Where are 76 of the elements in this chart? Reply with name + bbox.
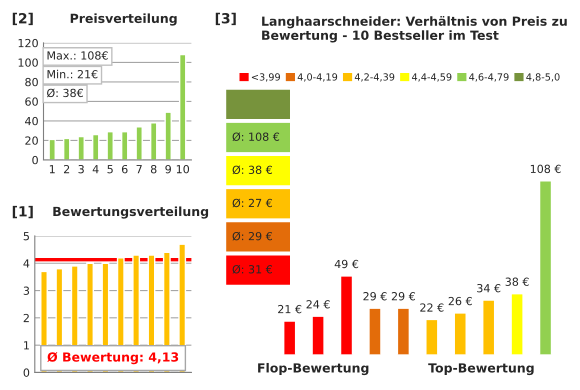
x-tick-label: 7	[136, 165, 142, 174]
text: [2]	[12, 12, 33, 26]
legend-label: 4,6-4,79	[469, 73, 509, 82]
bar	[368, 307, 382, 355]
legend-label: 4,8-5,0	[526, 73, 560, 82]
bar	[510, 292, 524, 355]
data-label: 49 €	[334, 260, 358, 268]
text: [3]	[216, 12, 236, 26]
y-tick-label: 0	[24, 368, 30, 377]
legend-label: 4,4-4,59	[412, 73, 452, 82]
text: [1]	[12, 206, 33, 218]
y-tick-label: 2	[24, 314, 29, 322]
y-tick-label: 5	[24, 232, 29, 240]
y-tick-label: 4	[23, 259, 30, 268]
y-tick-label: 20	[25, 136, 38, 145]
annotation: Ø: 38€	[47, 88, 83, 98]
x-tick-label: 5	[108, 165, 113, 174]
bar	[120, 130, 128, 160]
data-label: 29 €	[363, 292, 387, 300]
x-tick-label: 2	[64, 164, 70, 174]
y-tick-label: 40	[25, 116, 38, 126]
legend-label: <3,99	[252, 73, 280, 82]
y-tick-label: 80	[25, 78, 38, 86]
bar	[150, 122, 158, 160]
annotation: Max.: 108€	[48, 51, 108, 60]
bar	[282, 320, 296, 355]
x-tick-label: 9	[165, 164, 171, 174]
text: Ø: 108 €	[232, 132, 280, 142]
x-tick-label: 3	[78, 164, 84, 174]
data-label: 26 €	[448, 296, 472, 306]
bar	[48, 138, 56, 160]
bar	[62, 138, 70, 160]
text: Ø: 38 €	[232, 165, 272, 174]
ref-line-label: Ø Bewertung: 4,13	[47, 352, 178, 364]
y-tick-label: 60	[25, 97, 38, 106]
bar	[538, 180, 552, 355]
legend-label: 4,0-4,19	[298, 73, 338, 82]
y-tick-label: 100	[18, 58, 38, 67]
legend-label: 4,2-4,39	[354, 73, 394, 82]
x-tick-label: 1	[50, 165, 55, 174]
bar	[311, 316, 325, 355]
text: Ø: 27 €	[232, 198, 272, 208]
text: Flop-Bewertung	[258, 362, 368, 376]
data-label: 29 €	[392, 292, 416, 300]
data-label: 24 €	[306, 300, 330, 308]
chart-title: Langhaarschneider: Verhältnis von Preis zu Bewertung - 10 Bestseller im Test	[262, 16, 567, 42]
annotation: Min.: 21€	[48, 70, 98, 78]
x-tick-label: 8	[150, 164, 156, 174]
y-tick-label: 1	[24, 341, 29, 350]
data-label: 108 €	[530, 164, 561, 174]
bar	[396, 307, 410, 355]
y-tick-label: 120	[18, 38, 38, 48]
bar	[106, 130, 114, 160]
bar	[454, 312, 467, 355]
chart-title: Bewertungsverteilung	[53, 206, 208, 219]
bar	[425, 318, 438, 355]
data-label: 22 €	[420, 303, 444, 312]
text: Ø: 29 €	[232, 232, 272, 241]
bar	[135, 126, 143, 160]
x-tick-label: 4	[92, 165, 99, 174]
bar	[178, 54, 186, 160]
data-label: 21 €	[278, 304, 302, 314]
bar	[164, 111, 172, 160]
x-tick-label: 6	[122, 164, 128, 174]
bar	[77, 136, 85, 160]
data-label: 38 €	[506, 278, 529, 286]
bar	[482, 299, 496, 355]
bar	[340, 275, 354, 355]
chart-title: Preisverteilung	[70, 13, 177, 26]
y-tick-label: 3	[24, 286, 30, 295]
bar	[92, 134, 100, 160]
data-label: 34 €	[477, 284, 500, 292]
y-tick-label: 0	[32, 156, 38, 164]
x-tick-label: 10	[176, 164, 190, 174]
text: Top-Bewertung	[428, 363, 534, 376]
text: Ø: 31 €	[232, 264, 272, 274]
